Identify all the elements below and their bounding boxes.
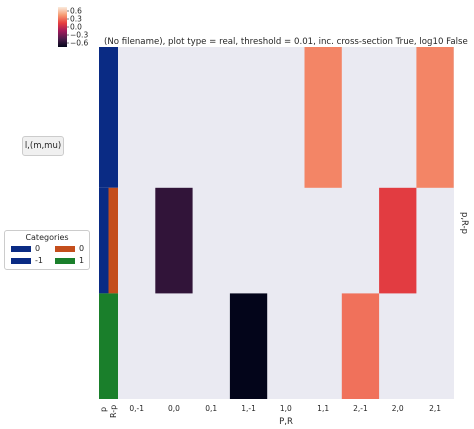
row-label: l,(m,mu) [24, 141, 62, 151]
heat-band [341, 293, 380, 399]
x-tick-label: 1,1 [317, 404, 329, 413]
r-p-axis-label: R-p [109, 405, 118, 418]
colorbar-tick-label: 0.3 [70, 15, 82, 24]
legend-title: Categories [25, 233, 69, 242]
strip-r-p [108, 293, 118, 399]
legend-entry-label: 0 [79, 244, 85, 253]
heat-band [229, 293, 268, 399]
colorbar [58, 7, 67, 47]
legend-swatch [55, 258, 75, 264]
row-label-box: l,(m,mu) [22, 136, 64, 156]
x-tick-label: 2,1 [429, 404, 441, 413]
colorbar-tick-label: −0.3 [70, 31, 88, 40]
heat-band [379, 187, 417, 294]
colorbar-tick-label: 0.6 [70, 7, 82, 16]
x-tick-label: 0,0 [168, 404, 180, 413]
x-axis-label: P,R [279, 417, 293, 427]
strip-p [99, 293, 109, 399]
strip-r-p [108, 187, 118, 294]
colorbar-tick-label: −0.6 [70, 39, 88, 48]
legend-entry-label: 0 [35, 244, 41, 253]
x-tick-label: 1,0 [280, 404, 292, 413]
legend-swatch [55, 246, 75, 252]
p-axis-label: p [99, 407, 108, 412]
legend: Categories 0 -1 0 1 [4, 230, 90, 270]
x-tick-label: 0,1 [205, 404, 217, 413]
heat-band [416, 47, 454, 188]
legend-swatch [11, 258, 31, 264]
strip-r-p [108, 47, 118, 188]
heat-band [304, 47, 342, 188]
x-tick-label: 2,-1 [353, 404, 368, 413]
heatmap-bands [155, 47, 454, 399]
x-tick-label: 1,-1 [241, 404, 256, 413]
x-tick-label: 2,0 [392, 404, 404, 413]
legend-swatch [11, 246, 31, 252]
x-tick-labels: 0,-1 0,0 0,1 1,-1 1,0 1,1 2,-1 2,0 2,1 [129, 404, 441, 413]
strip-p [99, 187, 109, 294]
colorbar-tick-label: 0.0 [70, 23, 82, 32]
x-tick-label: 0,-1 [129, 404, 144, 413]
heat-band [155, 187, 193, 294]
legend-entry-label: 1 [79, 256, 85, 265]
legend-entry-label: -1 [35, 256, 43, 265]
strip-p [99, 47, 109, 188]
y-axis-label: p,R-p [459, 212, 469, 234]
colorbar-ticks: 0.60.30.0−0.3−0.6 [67, 7, 88, 48]
chart-title: (No filename), plot type = real, thresho… [104, 37, 468, 47]
category-strips [99, 47, 118, 399]
